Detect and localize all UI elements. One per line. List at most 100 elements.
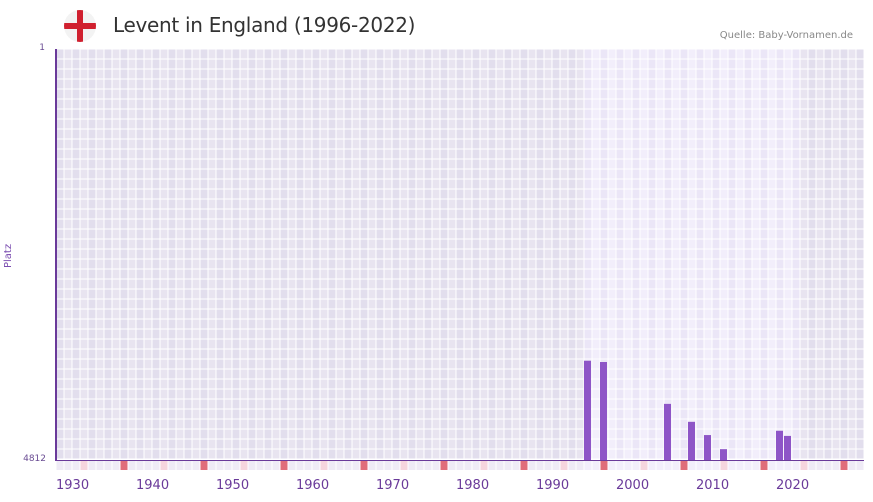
- bar-2006[interactable]: [664, 403, 671, 460]
- year-marker: [472, 461, 480, 470]
- year-marker: [672, 461, 680, 470]
- year-marker: [736, 461, 744, 470]
- year-marker: [808, 461, 816, 470]
- year-marker: [312, 461, 320, 470]
- bar-2021[interactable]: [784, 435, 791, 460]
- year-marker: [120, 461, 128, 470]
- year-marker: [336, 461, 344, 470]
- year-marker: [592, 461, 600, 470]
- year-marker: [840, 461, 848, 470]
- year-marker: [248, 461, 256, 470]
- year-marker: [448, 461, 456, 470]
- year-marker: [464, 461, 472, 470]
- year-marker: [720, 461, 728, 470]
- bar-2020[interactable]: [776, 430, 783, 460]
- year-marker: [560, 461, 568, 470]
- year-marker: [616, 461, 624, 470]
- year-marker: [376, 461, 384, 470]
- year-marker: [608, 461, 616, 470]
- bar-2011[interactable]: [704, 435, 711, 460]
- year-marker: [856, 461, 864, 470]
- year-marker: [624, 461, 632, 470]
- year-marker: [528, 461, 536, 470]
- year-marker: [88, 461, 96, 470]
- year-marker: [224, 461, 232, 470]
- year-marker: [576, 461, 584, 470]
- year-marker: [280, 461, 288, 470]
- year-marker: [496, 461, 504, 470]
- year-marker: [632, 461, 640, 470]
- year-marker: [688, 461, 696, 470]
- year-marker: [824, 461, 832, 470]
- year-marker: [656, 461, 664, 470]
- x-tick-1940: 1940: [136, 478, 170, 493]
- bar-2009[interactable]: [688, 421, 695, 460]
- year-marker: [288, 461, 296, 470]
- year-marker: [320, 461, 328, 470]
- england-flag-icon: [64, 10, 96, 42]
- year-marker: [368, 461, 376, 470]
- year-marker: [432, 461, 440, 470]
- year-marker: [800, 461, 808, 470]
- year-marker: [192, 461, 200, 470]
- year-marker: [328, 461, 336, 470]
- y-axis: [55, 49, 57, 461]
- x-tick-2000: 2000: [616, 478, 650, 493]
- year-marker: [232, 461, 240, 470]
- year-marker: [440, 461, 448, 470]
- year-marker: [296, 461, 304, 470]
- chart-title: Levent in England (1996-2022): [113, 13, 416, 37]
- year-marker: [56, 461, 64, 470]
- year-marker: [848, 461, 856, 470]
- year-marker: [168, 461, 176, 470]
- year-marker: [264, 461, 272, 470]
- year-marker: [584, 461, 592, 470]
- year-marker: [256, 461, 264, 470]
- year-marker: [160, 461, 168, 470]
- year-marker: [72, 461, 80, 470]
- year-marker: [424, 461, 432, 470]
- year-marker: [600, 461, 608, 470]
- year-marker: [80, 461, 88, 470]
- year-marker: [760, 461, 768, 470]
- year-marker: [416, 461, 424, 470]
- year-marker: [184, 461, 192, 470]
- bar-2013[interactable]: [720, 449, 727, 460]
- year-marker: [136, 461, 144, 470]
- year-marker: [784, 461, 792, 470]
- year-marker: [384, 461, 392, 470]
- bar-1998[interactable]: [600, 362, 607, 460]
- x-tick-1990: 1990: [536, 478, 570, 493]
- year-marker: [552, 461, 560, 470]
- year-marker: [200, 461, 208, 470]
- year-marker: [664, 461, 672, 470]
- x-tick-2020: 2020: [776, 478, 810, 493]
- x-tick-1950: 1950: [216, 478, 250, 493]
- x-tick-1970: 1970: [376, 478, 410, 493]
- year-marker: [392, 461, 400, 470]
- year-marker: [112, 461, 120, 470]
- year-marker: [128, 461, 136, 470]
- year-marker: [704, 461, 712, 470]
- x-tick-1930: 1930: [56, 478, 90, 493]
- year-marker: [696, 461, 704, 470]
- year-marker: [272, 461, 280, 470]
- year-marker: [488, 461, 496, 470]
- year-marker: [768, 461, 776, 470]
- year-marker: [520, 461, 528, 470]
- year-marker: [344, 461, 352, 470]
- year-marker: [176, 461, 184, 470]
- year-marker: [216, 461, 224, 470]
- year-marker: [104, 461, 112, 470]
- year-marker: [792, 461, 800, 470]
- bar-1996[interactable]: [584, 360, 591, 460]
- year-marker: [816, 461, 824, 470]
- year-marker: [400, 461, 408, 470]
- x-tick-1960: 1960: [296, 478, 330, 493]
- x-tick-2010: 2010: [696, 478, 730, 493]
- year-marker: [544, 461, 552, 470]
- year-marker: [648, 461, 656, 470]
- source-label: Quelle: Baby-Vornamen.de: [719, 30, 853, 41]
- year-marker: [640, 461, 648, 470]
